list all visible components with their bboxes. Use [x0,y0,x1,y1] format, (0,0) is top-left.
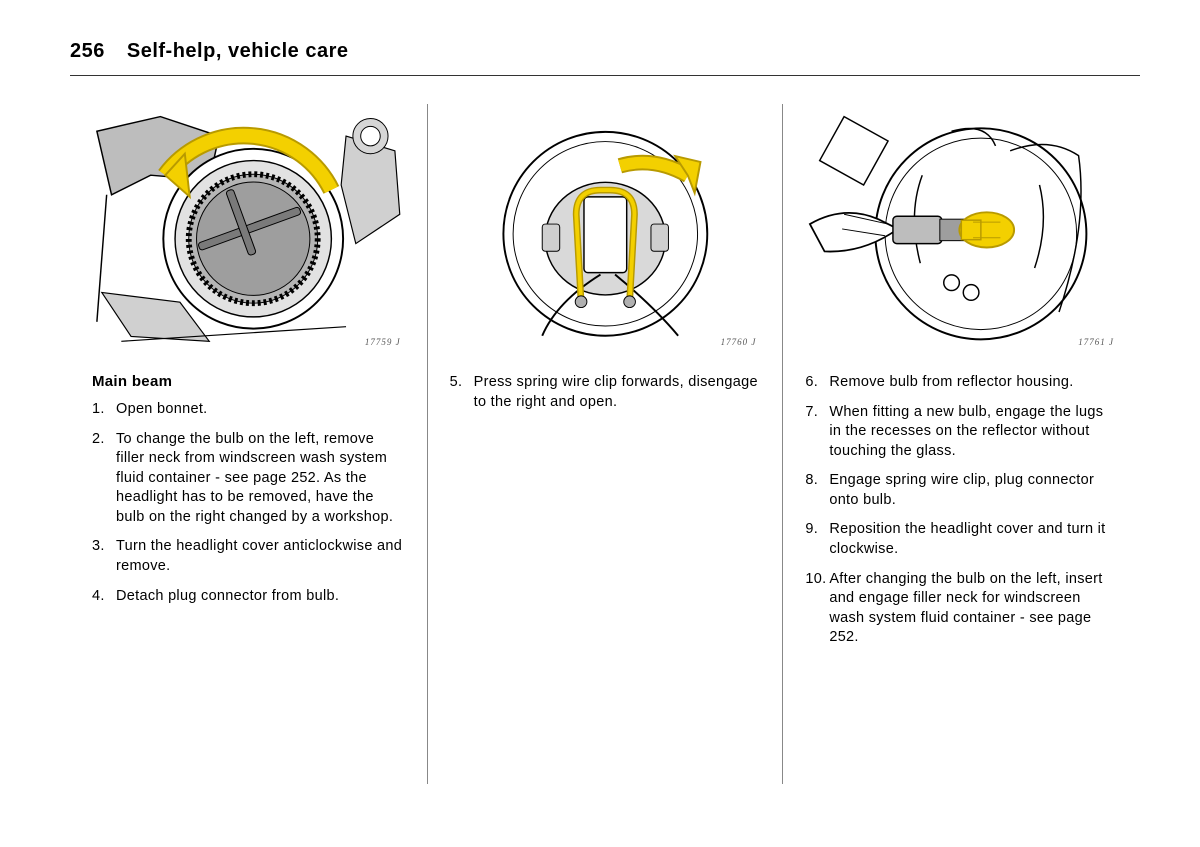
step-item: Open bonnet. [92,400,405,420]
figure-id-right: 17761 J [1078,337,1114,347]
bulb-removal-diagram [805,104,1118,349]
content-columns: 17759 J Main beam Open bonnet. To change… [70,104,1140,784]
figure-left: 17759 J [92,104,405,349]
column-3: 17761 J Remove bulb from reflector housi… [783,104,1140,784]
figure-id-left: 17759 J [365,337,401,347]
column-1: 17759 J Main beam Open bonnet. To change… [70,104,427,784]
section-heading: Main beam [92,373,405,390]
spring-clip-diagram [450,104,761,349]
page-number: 256 [70,40,105,63]
step-item: Detach plug connector from bulb. [92,587,405,607]
steps-col3: Remove bulb from reflector housing. When… [805,373,1118,648]
page-header: 256 Self-help, vehicle care [70,40,1140,76]
step-item: When fitting a new bulb, engage the lugs… [805,403,1118,462]
figure-middle: 17760 J [450,104,761,349]
step-item: Reposition the headlight cover and turn … [805,520,1118,559]
step-item: Remove bulb from reflector housing. [805,373,1118,393]
step-item: Turn the headlight cover anticlockwise a… [92,537,405,576]
step-item: Engage spring wire clip, plug connector … [805,471,1118,510]
steps-col1: Open bonnet. To change the bulb on the l… [92,400,405,606]
step-item: After changing the bulb on the left, ins… [805,570,1118,648]
chapter-title: Self-help, vehicle care [127,40,349,62]
figure-id-middle: 17760 J [721,337,757,347]
figure-right: 17761 J [805,104,1118,349]
step-item: Press spring wire clip forwards, disenga… [450,373,761,412]
steps-col2: Press spring wire clip forwards, disenga… [450,373,761,412]
headlight-cover-diagram [92,104,405,349]
column-2: 17760 J Press spring wire clip forwards,… [427,104,784,784]
manual-page: 256 Self-help, vehicle care [0,0,1200,824]
step-item: To change the bulb on the left, remove f… [92,430,405,528]
